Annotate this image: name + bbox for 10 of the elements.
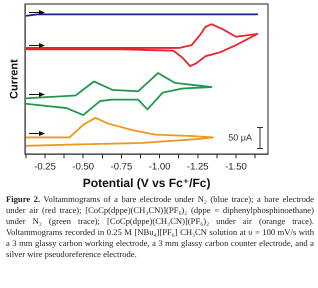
- x-tick-label: -0.25: [34, 162, 56, 173]
- x-axis-title: Potential (V vs Fc⁺/Fc): [82, 176, 210, 190]
- x-tick-label: -0.75: [110, 162, 132, 173]
- x-tick-label: -1.50: [225, 162, 247, 173]
- caption: Figure 2. Voltammograms of a bare electrode under N₂ (blue trace); a bare electrode under air (red trace); [CoCp(dppe)(CH₃CN)](PF₆)₂ (dppe = diphenylphosphinoethane) under N₂ (green trace); [CoCp(dppe)(CH₃CN)](PF₆)₂ under air (orange trace). Voltammograms recorded in 0.25 M [NBu₄][PF₆] CH₃CN solution at υ = 100 mV/s with a 3 mm glassy carbon working electrode, a 3 mm glassy carbon counter electrode, and a silver wire pseudoreference electrode.: [6, 194, 314, 259]
- annotation: 50 μA: [228, 132, 252, 143]
- x-tick-label: -1.25: [186, 162, 209, 173]
- x-tick-label: -0.50: [72, 162, 94, 173]
- x-tick-label: -1.00: [148, 162, 170, 173]
- y-axis-title: Current: [8, 58, 21, 99]
